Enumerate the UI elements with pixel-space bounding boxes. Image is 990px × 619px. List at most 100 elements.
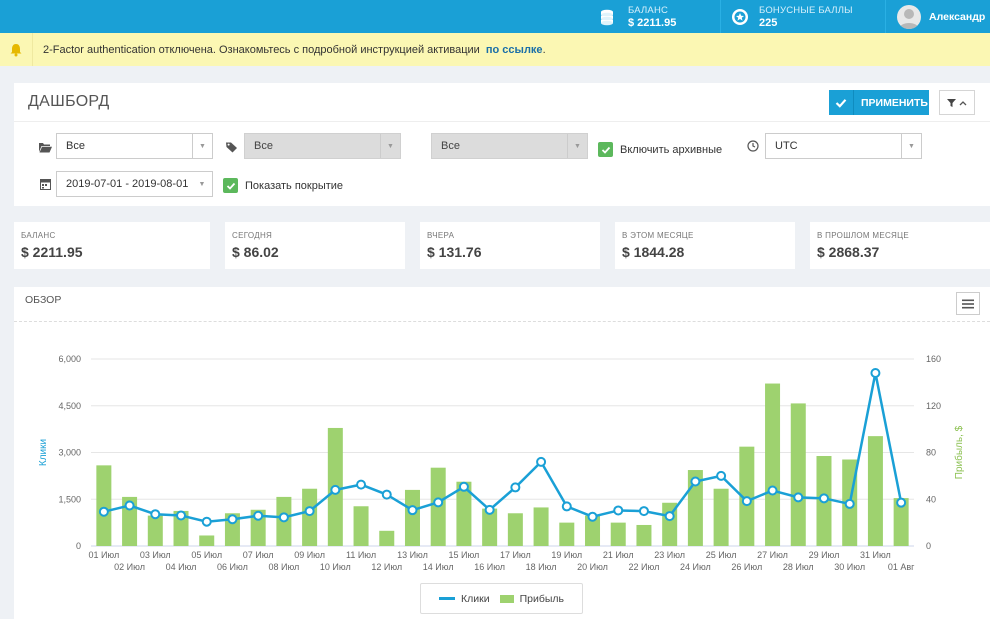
legend-item-clicks[interactable]: Клики (439, 593, 490, 605)
hamburger-icon (962, 299, 974, 308)
stat-card-today: СЕГОДНЯ $ 86.02 (225, 222, 405, 269)
user-menu[interactable]: Александр ▼ (897, 0, 990, 33)
clicks-point (124, 500, 135, 511)
chart-legend: Клики Прибыль (420, 583, 583, 614)
x-tick-label: 30 Июл (834, 562, 865, 572)
chevron-down-icon: ▼ (380, 134, 400, 158)
x-tick-label: 22 Июл (629, 562, 660, 572)
chevron-down-icon: ▼ (567, 134, 587, 158)
stat-card-balance: БАЛАНС $ 2211.95 (14, 222, 210, 269)
balance-widget[interactable]: БАЛАНС $ 2211.95 (598, 0, 676, 33)
folder-select[interactable]: Все ▼ (56, 133, 213, 159)
x-tick-label: 08 Июл (268, 562, 299, 572)
clicks-point (818, 493, 829, 504)
profit-bar (482, 508, 498, 546)
top-bar: БАЛАНС $ 2211.95 БОНУСНЫЕ БАЛЛЫ 225 Алек… (0, 0, 990, 33)
legend-line-swatch (439, 597, 455, 600)
profit-bar (585, 515, 601, 546)
topbar-divider (885, 0, 886, 33)
stat-card-yesterday: ВЧЕРА $ 131.76 (420, 222, 600, 269)
timezone-select[interactable]: UTC ▼ (765, 133, 922, 159)
date-range-value: 2019-07-01 - 2019-08-01 (66, 178, 189, 190)
show-coverage-checkbox[interactable]: Показать покрытие (223, 178, 343, 193)
clicks-point (896, 497, 907, 508)
stat-label: СЕГОДНЯ (232, 231, 273, 240)
x-tick-label: 03 Июл (140, 550, 171, 560)
profit-bar (610, 522, 626, 546)
filter-icon (947, 98, 967, 107)
alert-link[interactable]: по ссылке (485, 43, 543, 56)
profit-bar (353, 506, 369, 546)
profit-bar (867, 436, 883, 546)
tag-select[interactable]: Все ▼ (244, 133, 401, 159)
balance-value: $ 2211.95 (628, 16, 677, 29)
y-tick-left: 0 (76, 541, 81, 551)
x-tick-label: 01 Июл (88, 550, 119, 560)
x-tick-label: 11 Июл (346, 550, 376, 560)
profit-bar (199, 535, 215, 546)
folder-open-icon (38, 140, 52, 154)
include-archived-checkbox[interactable]: Включить архивные (598, 142, 722, 157)
clicks-point (536, 456, 547, 467)
clicks-point (767, 485, 778, 496)
stat-card-last-month: В ПРОШЛОМ МЕСЯЦЕ $ 2868.37 (810, 222, 990, 269)
profit-bar (122, 496, 138, 546)
bonus-widget[interactable]: БОНУСНЫЕ БАЛЛЫ 225 (729, 0, 853, 33)
bell-icon (0, 33, 33, 66)
legend-bar-swatch (499, 594, 514, 603)
y-tick-left: 6,000 (58, 354, 81, 364)
user-name: Александр (929, 10, 986, 23)
clock-icon (746, 139, 760, 153)
x-tick-label: 29 Июл (809, 550, 840, 560)
x-tick-label: 27 Июл (757, 550, 788, 560)
x-tick-label: 06 Июл (217, 562, 248, 572)
x-tick-label: 28 Июл (783, 562, 814, 572)
y-tick-left: 4,500 (58, 401, 81, 411)
x-tick-label: 24 Июл (680, 562, 711, 572)
profit-bar (173, 510, 189, 546)
clicks-point (227, 514, 238, 525)
alert-text: 2-Factor authentication отключена. Ознак… (43, 43, 480, 56)
profit-bar (893, 498, 909, 546)
x-tick-label: 12 Июл (371, 562, 402, 572)
clicks-point (664, 511, 675, 522)
profit-bar (507, 513, 523, 546)
y-tick-left: 3,000 (58, 448, 81, 458)
x-tick-label: 13 Июл (397, 550, 428, 560)
clicks-point (253, 510, 264, 521)
stat-value: $ 2868.37 (817, 244, 880, 260)
stat-label: В ПРОШЛОМ МЕСЯЦЕ (817, 231, 909, 240)
clicks-point (278, 512, 289, 523)
y-tick-left: 1,500 (58, 494, 81, 504)
include-archived-label: Включить архивные (620, 143, 723, 156)
clicks-point (741, 496, 752, 507)
clicks-point (356, 479, 367, 490)
x-tick-label: 20 Июл (577, 562, 608, 572)
tags-icon (225, 140, 239, 154)
date-range-picker[interactable]: 2019-07-01 - 2019-08-01 ▼ (56, 171, 213, 197)
third-select[interactable]: Все ▼ (431, 133, 588, 159)
chevron-down-icon: ▼ (198, 180, 206, 188)
chart-menu-button[interactable] (956, 292, 980, 315)
topbar-divider (720, 0, 721, 33)
legend-clicks-label: Клики (461, 592, 490, 605)
stat-value: $ 131.76 (427, 244, 482, 260)
legend-item-profit[interactable]: Прибыль (499, 593, 564, 605)
x-tick-label: 01 Авг (888, 562, 915, 572)
clicks-point (407, 505, 418, 516)
clicks-point (304, 506, 315, 517)
clicks-point (381, 489, 392, 500)
x-tick-label: 23 Июл (654, 550, 685, 560)
x-tick-label: 05 Июл (191, 550, 222, 560)
apply-button[interactable]: ПРИМЕНИТЬ (829, 90, 929, 115)
filter-toggle-button[interactable] (939, 90, 975, 115)
calendar-icon (38, 177, 52, 191)
overview-card: ОБЗОР 6,000 160 4,500 120 3,000 80 1,500 40 0 0 Кл… (14, 287, 990, 619)
x-tick-label: 17 Июл (500, 550, 531, 560)
clicks-point (201, 516, 212, 527)
x-tick-label: 25 Июл (706, 550, 737, 560)
x-tick-label: 31 Июл (860, 550, 891, 560)
clicks-point (484, 504, 495, 515)
coins-icon (598, 6, 620, 28)
x-tick-label: 19 Июл (551, 550, 582, 560)
